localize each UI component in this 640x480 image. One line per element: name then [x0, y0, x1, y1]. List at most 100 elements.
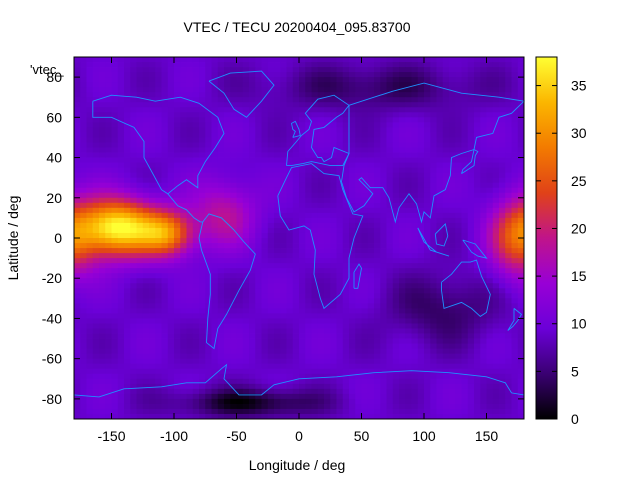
heatmap-cell [211, 152, 219, 158]
heatmap-cell [505, 217, 512, 224]
heatmap-cell [511, 283, 519, 289]
heatmap-cell [449, 227, 456, 234]
heatmap-cell [180, 202, 187, 209]
heatmap-cell [74, 388, 81, 395]
heatmap-cell [136, 72, 144, 78]
heatmap-cell [386, 248, 394, 254]
heatmap-cell [117, 348, 125, 355]
heatmap-cell [230, 207, 237, 214]
heatmap-cell [349, 373, 356, 380]
heatmap-cell [224, 258, 231, 264]
heatmap-cell [80, 77, 87, 83]
heatmap-cell [361, 363, 369, 370]
heatmap-cell [517, 263, 525, 269]
heatmap-cell [242, 328, 250, 334]
heatmap-cell [480, 57, 487, 63]
heatmap-cell [411, 288, 419, 294]
heatmap-cell [399, 388, 406, 395]
heatmap-cell [274, 373, 281, 380]
heatmap-cell [336, 137, 344, 143]
heatmap-cell [167, 313, 175, 319]
heatmap-cell [74, 152, 81, 158]
heatmap-cell [261, 243, 269, 249]
heatmap-cell [517, 177, 525, 184]
heatmap-cell [367, 248, 375, 254]
heatmap-cell [436, 308, 444, 314]
heatmap-cell [424, 202, 431, 209]
heatmap-cell [292, 207, 300, 214]
heatmap-cell [242, 393, 250, 400]
heatmap-cell [111, 182, 119, 189]
heatmap-cell [499, 97, 506, 103]
heatmap-cell [361, 207, 369, 214]
heatmap-cell [424, 102, 431, 108]
heatmap-cell [336, 122, 344, 128]
heatmap-cell [74, 157, 81, 163]
heatmap-cell [461, 137, 469, 143]
heatmap-cell [467, 182, 475, 189]
heatmap-cell [205, 152, 212, 158]
heatmap-cell [174, 328, 181, 334]
heatmap-cell [492, 353, 500, 360]
heatmap-cell [436, 383, 444, 390]
heatmap-cell [236, 338, 244, 344]
heatmap-cell [105, 127, 112, 133]
heatmap-cell [392, 348, 400, 355]
heatmap-cell [486, 217, 494, 224]
heatmap-cell [105, 147, 112, 153]
heatmap-cell [155, 152, 162, 158]
heatmap-cell [386, 278, 394, 284]
heatmap-cell [449, 177, 456, 184]
heatmap-cell [442, 147, 450, 153]
heatmap-cell [199, 348, 206, 355]
heatmap-cell [467, 333, 475, 339]
heatmap-cell [492, 393, 500, 400]
heatmap-cell [367, 333, 375, 339]
heatmap-cell [386, 363, 394, 370]
heatmap-cell [486, 77, 494, 83]
heatmap-cell [467, 258, 475, 264]
heatmap-cell [249, 62, 256, 68]
heatmap-cell [511, 398, 519, 405]
heatmap-cell [324, 288, 331, 294]
heatmap-cell [330, 353, 337, 360]
heatmap-cell [474, 172, 481, 179]
heatmap-cell [155, 403, 162, 410]
heatmap-cell [386, 182, 394, 189]
heatmap-cell [155, 92, 162, 98]
heatmap-cell [267, 373, 275, 380]
heatmap-cell [267, 313, 275, 319]
heatmap-cell [517, 368, 525, 375]
heatmap-cell [386, 107, 394, 113]
heatmap-cell [99, 67, 106, 73]
heatmap-cell [330, 348, 337, 355]
heatmap-cell [467, 393, 475, 400]
heatmap-cell [130, 258, 137, 264]
heatmap-cell [105, 343, 112, 350]
heatmap-cell [292, 368, 300, 375]
heatmap-cell [130, 87, 137, 93]
heatmap-cell [361, 288, 369, 294]
heatmap-cell [174, 82, 181, 88]
heatmap-cell [261, 303, 269, 309]
heatmap-cell [336, 157, 344, 163]
heatmap-cell [117, 358, 125, 365]
heatmap-cell [86, 117, 94, 123]
heatmap-cell [192, 383, 200, 390]
heatmap-cell [255, 378, 262, 385]
heatmap-cell [342, 182, 350, 189]
heatmap-cell [230, 268, 237, 274]
heatmap-cell [386, 62, 394, 68]
heatmap-cell [461, 333, 469, 339]
heatmap-cell [417, 288, 425, 294]
heatmap-cell [280, 97, 287, 103]
heatmap-cell [161, 217, 169, 224]
heatmap-cell [142, 308, 150, 314]
heatmap-cell [449, 132, 456, 138]
heatmap-cell [217, 263, 225, 269]
heatmap-cell [86, 202, 94, 209]
heatmap-cell [430, 318, 437, 324]
heatmap-cell [380, 283, 387, 289]
heatmap-cell [142, 268, 150, 274]
heatmap-cell [367, 207, 375, 214]
